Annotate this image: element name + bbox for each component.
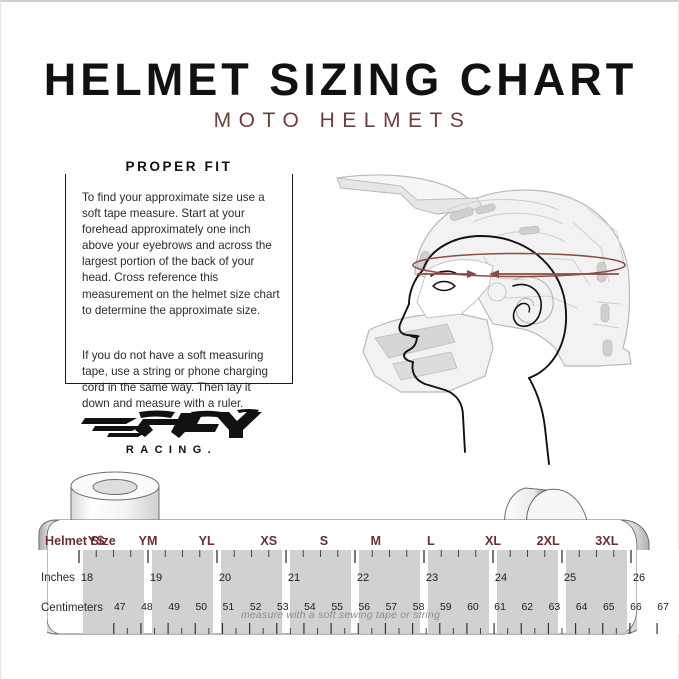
cm-tick-62: 62 bbox=[521, 602, 534, 613]
tape-scale-marks bbox=[1, 550, 679, 634]
helmet-shell bbox=[336, 174, 632, 393]
page-title: HELMET SIZING CHART bbox=[43, 54, 638, 105]
size-label-xl: XL bbox=[484, 534, 502, 548]
measure-indicator bbox=[412, 252, 626, 278]
proper-fit-box: PROPER FIT To find your approximate size… bbox=[65, 159, 293, 410]
cm-tick-60: 60 bbox=[467, 602, 479, 613]
cm-tick-67: 67 bbox=[657, 602, 669, 613]
cm-tick-65: 65 bbox=[602, 602, 615, 613]
cm-tick-58: 58 bbox=[412, 602, 425, 613]
cm-tick-54: 54 bbox=[304, 602, 316, 613]
helmet-illustration: MEASURE HERE bbox=[297, 152, 657, 482]
fly-logo-mark bbox=[81, 409, 262, 438]
cm-tick-49: 49 bbox=[168, 602, 180, 613]
size-label-m: M bbox=[370, 534, 381, 548]
row-label-centimeters: Centimeters bbox=[41, 602, 103, 614]
size-label-3xl: 3XL bbox=[595, 534, 619, 548]
row-label-inches: Inches bbox=[41, 572, 75, 584]
inch-tick-24: 24 bbox=[494, 572, 508, 584]
inch-tick-23: 23 bbox=[425, 572, 439, 584]
cm-tick-47: 47 bbox=[113, 602, 126, 613]
tape-caption: measure with a soft sewing tape or strin… bbox=[240, 609, 441, 621]
size-label-yl: YL bbox=[198, 534, 215, 548]
size-label-ym: YM bbox=[138, 534, 158, 548]
size-label-ys: YS bbox=[87, 534, 105, 548]
cm-tick-57: 57 bbox=[385, 602, 398, 613]
inch-tick-25: 25 bbox=[563, 572, 577, 584]
cm-tick-59: 59 bbox=[439, 602, 452, 613]
size-label-l: L bbox=[427, 534, 435, 548]
page-subtitle: MOTO HELMETS bbox=[213, 109, 472, 132]
cm-tick-51: 51 bbox=[222, 602, 235, 613]
box-border-left bbox=[65, 168, 66, 384]
fly-racing-tagline: RACING. bbox=[125, 444, 218, 456]
fly-racing-logo: RACING. bbox=[79, 408, 264, 460]
row-label-helmet-size: Helmet Size bbox=[45, 534, 116, 548]
proper-fit-paragraph-1: To find your approximate size use a soft… bbox=[82, 191, 280, 317]
box-border-right bbox=[292, 168, 293, 384]
inch-tick-22: 22 bbox=[356, 572, 370, 584]
inch-tick-20: 20 bbox=[218, 572, 232, 584]
sizing-tape-chart: Helmet Size Inches Centimeters YS YM YL XS S… bbox=[1, 468, 679, 643]
size-label-s: S bbox=[319, 534, 329, 548]
inch-tick-21: 21 bbox=[287, 572, 301, 584]
cm-tick-53: 53 bbox=[276, 602, 289, 613]
cm-tick-52: 52 bbox=[249, 602, 262, 613]
box-border-bottom bbox=[65, 383, 293, 384]
size-label-xs: XS bbox=[260, 534, 278, 548]
cm-tick-66: 66 bbox=[630, 602, 642, 613]
page-header: HELMET SIZING CHART MOTO HELMETS bbox=[1, 54, 679, 136]
proper-fit-paragraph-2: If you do not have a soft measuring tape… bbox=[82, 349, 268, 411]
cm-tick-55: 55 bbox=[331, 602, 343, 613]
helmet-svg bbox=[336, 174, 632, 465]
cm-tick-56: 56 bbox=[358, 602, 371, 613]
inch-tick-26: 26 bbox=[632, 572, 646, 584]
proper-fit-heading-text: PROPER FIT bbox=[118, 159, 240, 174]
inch-tick-18: 18 bbox=[80, 572, 94, 584]
cm-tick-61: 61 bbox=[494, 602, 506, 613]
tape-measure-graphic bbox=[1, 471, 679, 635]
inch-tick-19: 19 bbox=[149, 572, 163, 584]
proper-fit-heading: PROPER FIT bbox=[65, 159, 293, 174]
cm-tick-48: 48 bbox=[141, 602, 153, 613]
size-label-2xl: 2XL bbox=[536, 534, 560, 548]
cm-tick-63: 63 bbox=[548, 602, 561, 613]
cm-tick-64: 64 bbox=[575, 602, 588, 613]
page-subtitle-wrap: MOTO HELMETS bbox=[1, 106, 679, 136]
cm-tick-50: 50 bbox=[195, 602, 208, 613]
